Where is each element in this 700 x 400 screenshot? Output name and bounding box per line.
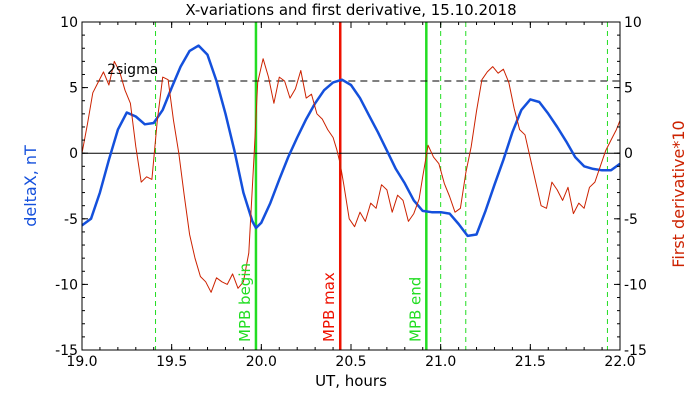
x-tick-label-1: 19.5 bbox=[156, 354, 187, 370]
y-tick-label-left-0: 10 bbox=[60, 15, 78, 31]
x-tick-label-5: 21.5 bbox=[515, 354, 546, 370]
series-layer bbox=[81, 44, 621, 293]
two-sigma-label: 2sigma bbox=[107, 62, 158, 78]
marker-label-0: MPB begin bbox=[236, 263, 254, 342]
x-tick-label-6: 22.0 bbox=[604, 354, 635, 370]
y-axis-label-left: deltaX, nT bbox=[21, 145, 40, 227]
y-tick-label-right-5: -15 bbox=[624, 343, 647, 359]
y-tick-label-right-0: 10 bbox=[624, 15, 642, 31]
y-tick-label-left-3: -5 bbox=[64, 212, 78, 228]
y-tick-label-right-2: 0 bbox=[624, 146, 633, 162]
reference-line-layer bbox=[82, 80, 620, 154]
y-tick-label-left-2: 0 bbox=[69, 146, 78, 162]
x-tick-label-2: 20.0 bbox=[246, 354, 277, 370]
axes-layer bbox=[81, 21, 621, 351]
y-tick-label-left-1: 5 bbox=[69, 81, 78, 97]
y-axis-label-right: First derivative*10 bbox=[669, 120, 688, 267]
x-tick-label-3: 20.5 bbox=[335, 354, 366, 370]
series-line-deltaX bbox=[81, 44, 621, 238]
chart-title: X-variations and first derivative, 15.10… bbox=[185, 1, 516, 19]
x-axis-label: UT, hours bbox=[315, 372, 387, 390]
marker-layer bbox=[155, 22, 608, 350]
text-layer: MPB begin MPB max MPB end 2sigma 19.0 19.5 20.… bbox=[21, 1, 688, 390]
y-tick-label-left-4: -10 bbox=[55, 277, 78, 293]
y-tick-label-right-4: -10 bbox=[624, 277, 647, 293]
x-tick-label-4: 21.0 bbox=[425, 354, 456, 370]
marker-label-2: MPB end bbox=[406, 277, 424, 342]
y-tick-label-right-3: -5 bbox=[624, 212, 638, 228]
y-tick-label-left-5: -15 bbox=[55, 343, 78, 359]
x-tick-label-0: 19.0 bbox=[66, 354, 97, 370]
marker-label-1: MPB max bbox=[320, 272, 338, 342]
series-line-derivative bbox=[81, 58, 621, 293]
y-tick-label-right-1: 5 bbox=[624, 81, 633, 97]
